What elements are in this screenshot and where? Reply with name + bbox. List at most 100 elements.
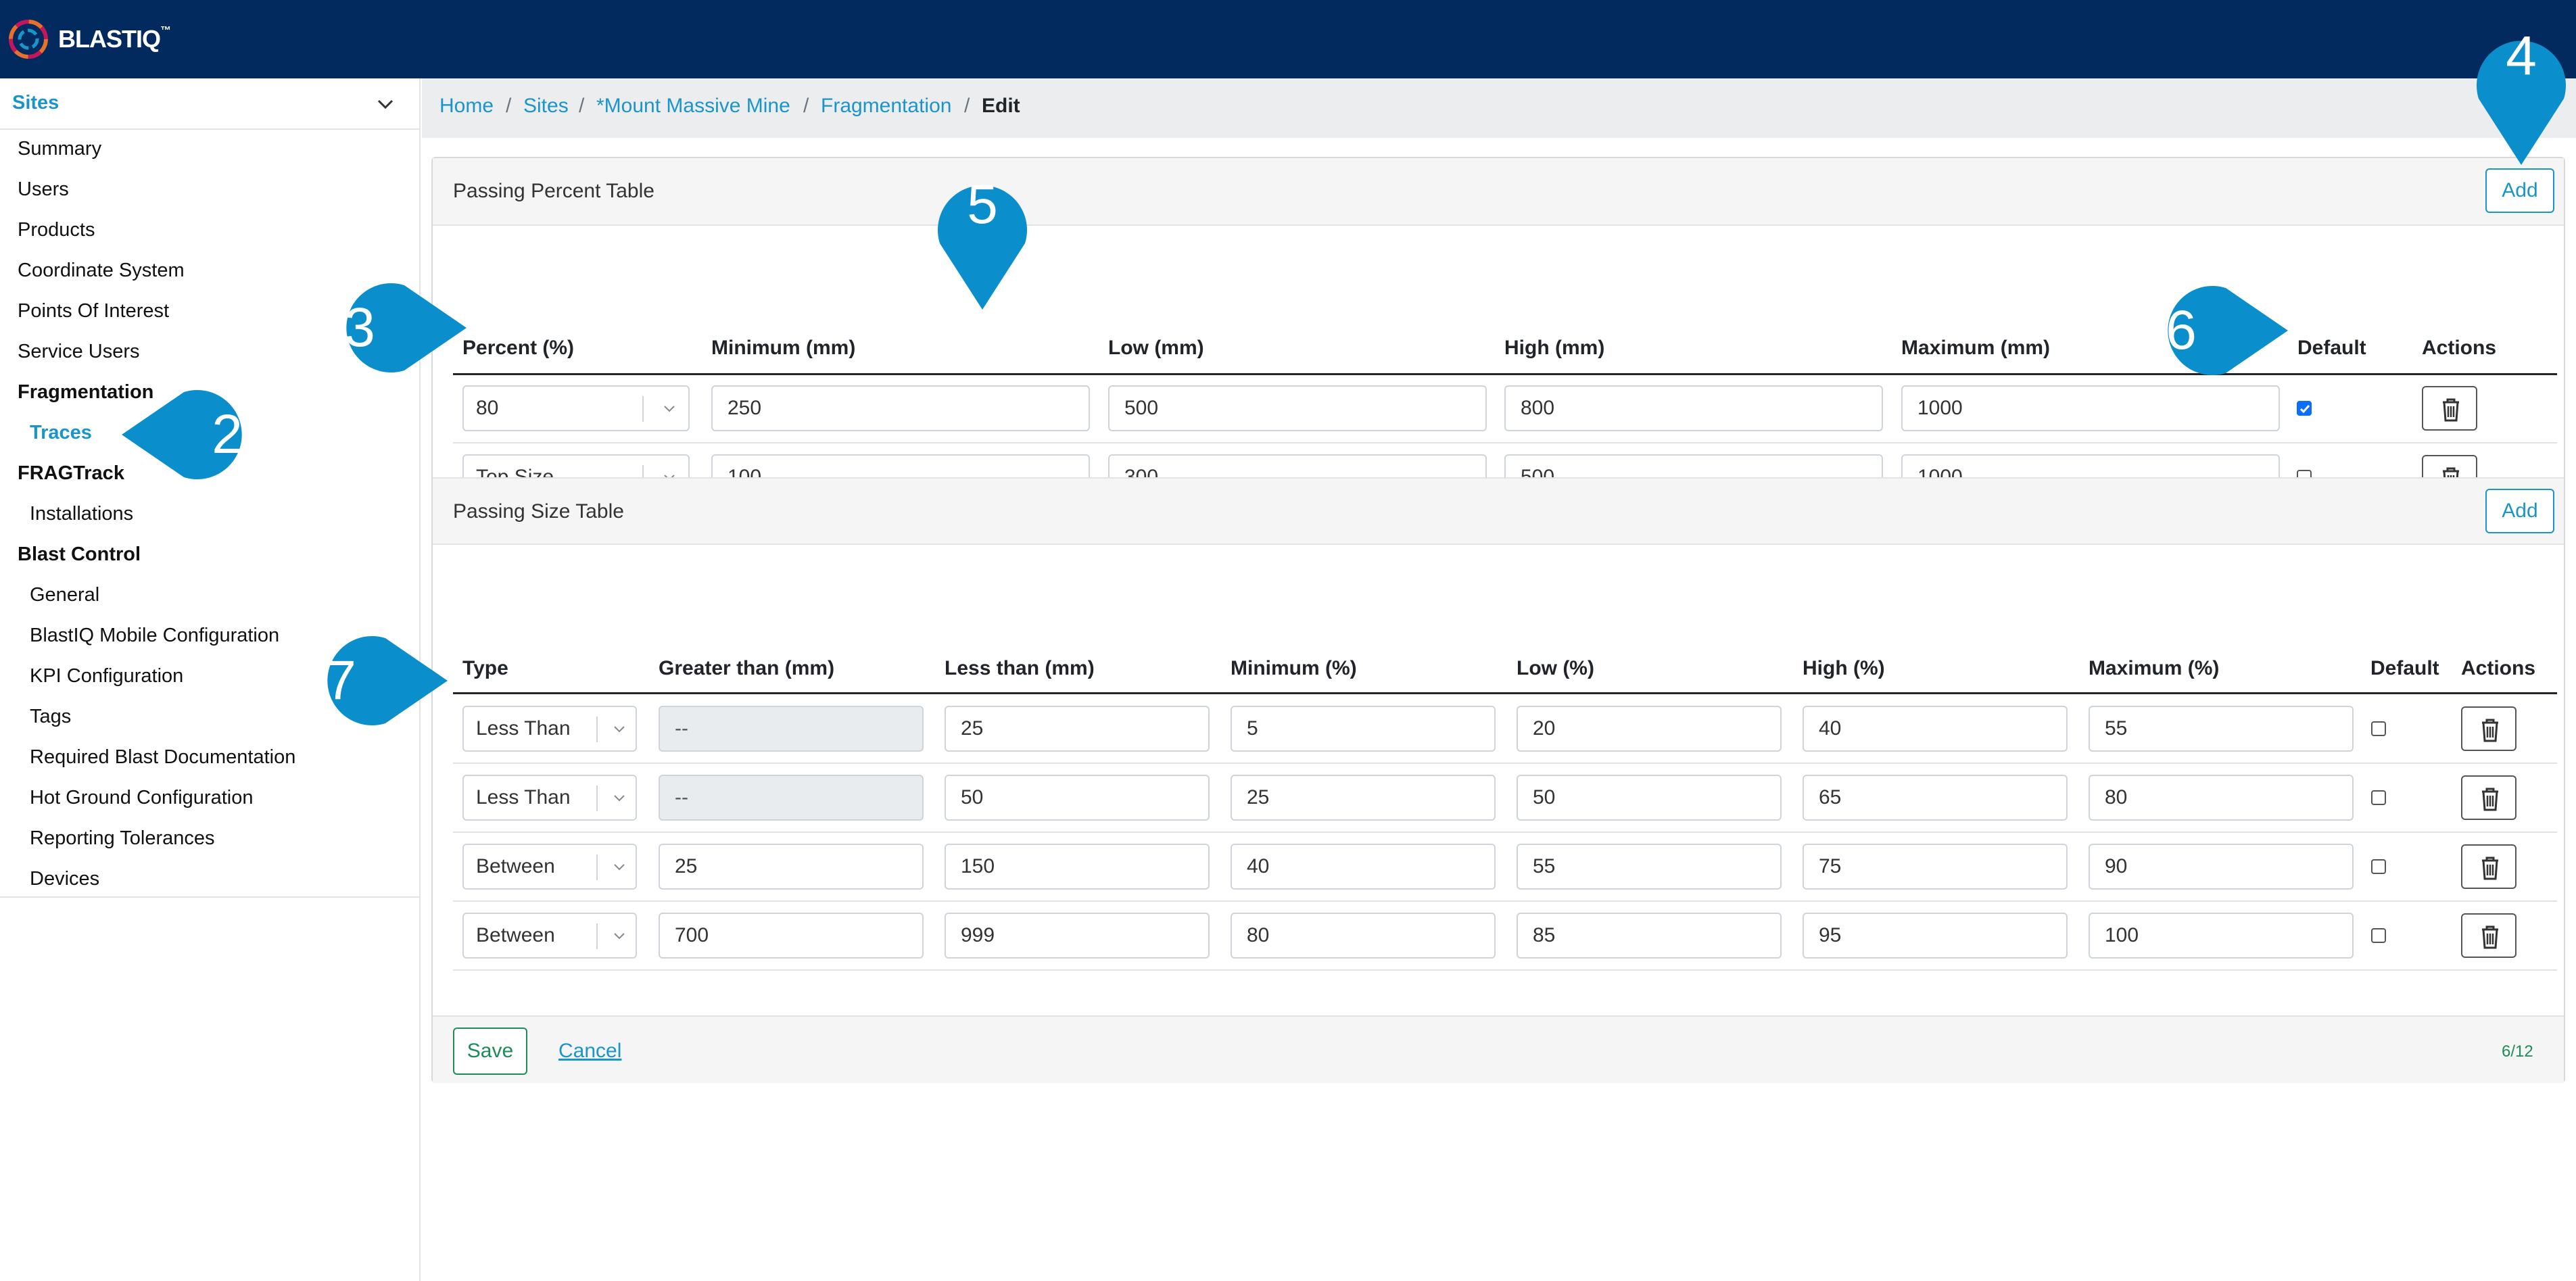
sidebar-item-traces[interactable]: Traces: [30, 422, 92, 443]
sidebar-list: Summary Users Products Coordinate System…: [0, 130, 419, 898]
save-button[interactable]: Save: [453, 1028, 527, 1075]
greater-than-field[interactable]: 700: [659, 913, 924, 959]
sidebar-item-users[interactable]: Users: [18, 178, 69, 200]
sidebar-item-tags[interactable]: Tags: [30, 706, 72, 727]
sidebar-header[interactable]: Sites: [0, 78, 419, 130]
default-checkbox[interactable]: [2371, 859, 2386, 874]
minimum-field[interactable]: 250: [711, 385, 1090, 431]
delete-row-button[interactable]: [2461, 706, 2517, 751]
sidebar-item-kpi-configuration[interactable]: KPI Configuration: [30, 665, 184, 687]
callout-marker-3: 3: [307, 276, 469, 380]
minimum-percent-field[interactable]: 5: [1231, 706, 1496, 752]
percent-col-percent: Percent (%): [462, 337, 575, 359]
breadcrumb-sites[interactable]: Sites: [523, 95, 569, 117]
maximum-percent-field[interactable]: 100: [2089, 913, 2354, 959]
breadcrumb: Home / Sites / *Mount Massive Mine / Fra…: [422, 78, 2576, 138]
percent-col-default: Default: [2297, 337, 2366, 359]
percent-table-header: Passing Percent Table Add: [433, 158, 2564, 226]
percent-add-button[interactable]: Add: [2485, 168, 2554, 213]
low-percent-field[interactable]: 50: [1517, 775, 1782, 821]
high-field[interactable]: 800: [1504, 385, 1883, 431]
callout-number: 2: [212, 404, 243, 465]
less-than-field[interactable]: 150: [945, 844, 1210, 890]
high-percent-field[interactable]: 95: [1803, 913, 2068, 959]
sidebar-item-general[interactable]: General: [30, 584, 100, 606]
percent-select[interactable]: 80: [462, 385, 690, 431]
select-divider: [596, 923, 598, 949]
sidebar-item-coordinate-system[interactable]: Coordinate System: [18, 260, 185, 281]
sidebar-item-reporting-tolerances[interactable]: Reporting Tolerances: [30, 827, 215, 849]
delete-row-button[interactable]: [2461, 913, 2517, 958]
low-percent-field[interactable]: 85: [1517, 913, 1782, 959]
select-divider: [642, 396, 644, 422]
chevron-down-icon: [614, 933, 625, 940]
type-select[interactable]: Between: [462, 913, 637, 959]
select-divider: [596, 854, 598, 880]
cancel-link[interactable]: Cancel: [558, 1040, 622, 1062]
minimum-percent-field[interactable]: 40: [1231, 844, 1496, 890]
size-add-button[interactable]: Add: [2485, 489, 2554, 533]
greater-than-field[interactable]: 25: [659, 844, 924, 890]
chevron-down-icon[interactable]: [373, 92, 398, 116]
greater-than-field: --: [659, 775, 924, 821]
type-select[interactable]: Less Than: [462, 706, 637, 752]
minimum-percent-field[interactable]: 80: [1231, 913, 1496, 959]
minimum-percent-field[interactable]: 25: [1231, 775, 1496, 821]
less-than-field[interactable]: 50: [945, 775, 1210, 821]
trash-icon: [2482, 856, 2498, 880]
maximum-percent-field[interactable]: 80: [2089, 775, 2354, 821]
high-percent-field[interactable]: 75: [1803, 844, 2068, 890]
sidebar-section-fragmentation[interactable]: Fragmentation: [18, 381, 154, 403]
low-percent-field[interactable]: 20: [1517, 706, 1782, 752]
greater-than-field: --: [659, 706, 924, 752]
breadcrumb-site[interactable]: *Mount Massive Mine: [596, 95, 790, 117]
breadcrumb-fragmentation[interactable]: Fragmentation: [821, 95, 952, 117]
sidebar-item-devices[interactable]: Devices: [30, 868, 100, 890]
less-than-field[interactable]: 999: [945, 913, 1210, 959]
default-checkbox[interactable]: [2371, 928, 2386, 943]
chevron-down-icon: [664, 406, 675, 412]
maximum-percent-field[interactable]: 55: [2089, 706, 2354, 752]
sidebar-item-products[interactable]: Products: [18, 219, 95, 241]
low-field[interactable]: 500: [1108, 385, 1487, 431]
maximum-percent-field[interactable]: 90: [2089, 844, 2354, 890]
sidebar-item-summary[interactable]: Summary: [18, 138, 102, 160]
sidebar-item-hot-ground-configuration[interactable]: Hot Ground Configuration: [30, 787, 254, 808]
sidebar-item-required-documentation[interactable]: Required Blast Documentation: [30, 746, 296, 768]
less-than-field[interactable]: 25: [945, 706, 1210, 752]
callout-number: 5: [967, 174, 998, 235]
high-percent-field[interactable]: 65: [1803, 775, 2068, 821]
sidebar-item-mobile-configuration[interactable]: BlastIQ Mobile Configuration: [30, 625, 280, 646]
sidebar-section-blast-control[interactable]: Blast Control: [18, 543, 141, 565]
form-footer: Save Cancel 6/12: [433, 1015, 2564, 1083]
logo[interactable]: BLASTIQ™: [7, 15, 171, 64]
low-percent-field[interactable]: 55: [1517, 844, 1782, 890]
sidebar-item-points-of-interest[interactable]: Points Of Interest: [18, 300, 170, 322]
chevron-down-icon: [614, 864, 625, 871]
row-divider: [453, 900, 2557, 902]
percent-col-actions: Actions: [2422, 337, 2497, 359]
sidebar-item-installations[interactable]: Installations: [30, 503, 134, 525]
breadcrumb-separator: /: [506, 95, 512, 117]
sidebar-item-service-users[interactable]: Service Users: [18, 341, 140, 362]
type-select[interactable]: Less Than: [462, 775, 637, 821]
size-col-default: Default: [2370, 657, 2439, 679]
row-divider: [453, 763, 2557, 764]
default-checkbox[interactable]: [2371, 790, 2386, 805]
sidebar-section-fragtrack[interactable]: FRAGTrack: [18, 462, 124, 484]
row-divider: [453, 831, 2557, 833]
maximum-field[interactable]: 1000: [1901, 385, 2280, 431]
default-checkbox[interactable]: [2297, 401, 2312, 416]
delete-row-button[interactable]: [2461, 775, 2517, 820]
type-select-value: Between: [476, 924, 555, 946]
callout-marker-4: 4: [2469, 11, 2573, 168]
delete-row-button[interactable]: [2422, 386, 2477, 431]
size-header-rule: [453, 692, 2557, 694]
default-checkbox[interactable]: [2371, 721, 2386, 736]
percent-col-high: High (mm): [1504, 337, 1605, 359]
breadcrumb-home[interactable]: Home: [439, 95, 494, 117]
high-percent-field[interactable]: 40: [1803, 706, 2068, 752]
type-select[interactable]: Between: [462, 844, 637, 890]
delete-row-button[interactable]: [2461, 844, 2517, 889]
